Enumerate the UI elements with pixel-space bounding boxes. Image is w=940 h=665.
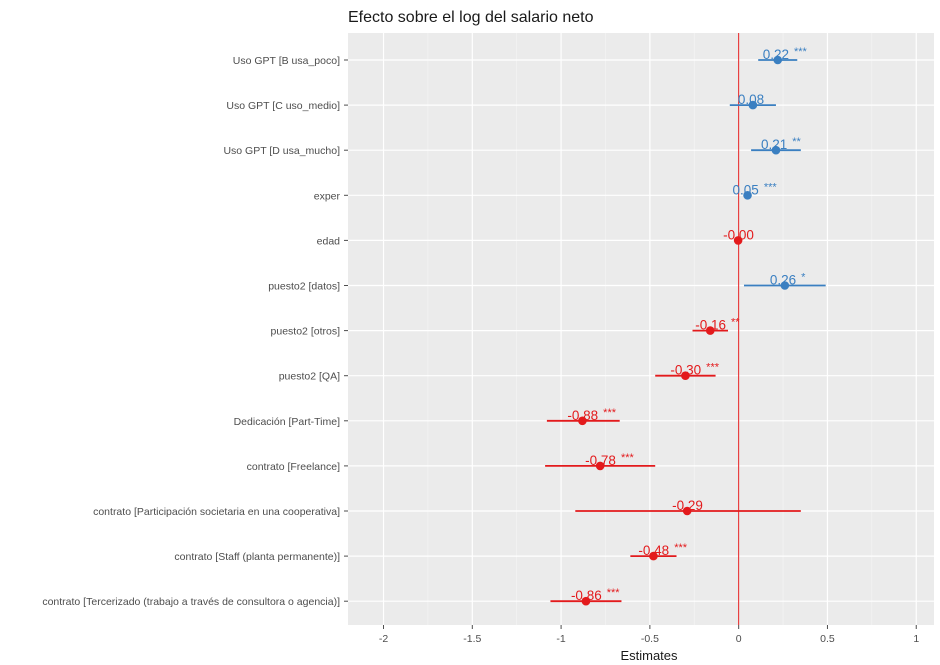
estimate-label: -0.86 *** xyxy=(571,587,620,603)
estimate-series: 0.22 *** 0.08 0.21 ** 0.05 *** -0.00 0.26 * -0.16 *… xyxy=(545,46,826,606)
y-axis-labels: Uso GPT [B usa_poco] Uso GPT [C uso_medio… xyxy=(42,55,348,608)
y-tick-label: puesto2 [otros] xyxy=(271,326,341,338)
x-tick-label: 1 xyxy=(913,633,919,645)
x-tick-label: -2 xyxy=(379,633,388,645)
x-axis: -2 -1.5 -1 -0.5 0 0.5 1 xyxy=(379,625,919,645)
estimate-label: -0.88 *** xyxy=(567,407,616,423)
chart-title: Efecto sobre el log del salario neto xyxy=(348,9,594,26)
estimate-point xyxy=(743,191,752,200)
estimate-label: 0.05 *** xyxy=(733,181,778,197)
y-tick-label: Dedicación [Part-Time] xyxy=(234,416,340,428)
y-tick-label: Uso GPT [B usa_poco] xyxy=(233,55,340,67)
estimate-point xyxy=(773,55,783,65)
x-tick-label: -1.5 xyxy=(463,633,481,645)
estimate-point xyxy=(649,551,658,561)
estimate-point xyxy=(705,326,715,335)
y-tick-label: puesto2 [datos] xyxy=(268,281,340,293)
y-tick-label: puesto2 [QA] xyxy=(279,371,340,383)
y-tick-label: edad xyxy=(317,235,341,247)
estimate-label: -0.29 xyxy=(672,498,703,513)
estimate-point xyxy=(748,100,758,110)
estimate-label: 0.22 *** xyxy=(763,46,808,62)
estimate-point xyxy=(681,371,690,381)
x-tick-label: -1 xyxy=(556,633,565,645)
estimate-label: -0.48 *** xyxy=(638,542,687,558)
estimate-label: 0.26 * xyxy=(770,272,806,288)
y-tick-label: contrato [Participación societaria en un… xyxy=(93,506,340,518)
estimate-label: -0.30 *** xyxy=(670,362,719,378)
x-axis-label: Estimates xyxy=(620,648,678,663)
estimate-label: 0.21 ** xyxy=(761,136,802,152)
estimate-label: -0.00 xyxy=(723,227,754,242)
x-tick-label: 0.5 xyxy=(820,633,835,645)
y-tick-label: exper xyxy=(314,190,341,202)
estimate-label: -0.78 *** xyxy=(585,452,634,468)
y-tick-label: contrato [Tercerizado (trabajo a través … xyxy=(42,596,340,608)
estimate-point xyxy=(595,461,605,471)
estimate-point xyxy=(780,281,790,290)
y-tick-label: Uso GPT [D usa_mucho] xyxy=(223,145,340,157)
estimate-point xyxy=(581,596,591,606)
y-tick-label: contrato [Freelance] xyxy=(247,461,340,473)
estimate-point xyxy=(682,506,692,516)
estimate-label: -0.16 ** xyxy=(695,317,740,333)
x-tick-label: -0.5 xyxy=(641,633,659,645)
x-tick-label: 0 xyxy=(736,633,742,645)
plot-panel xyxy=(348,33,934,625)
y-tick-label: Uso GPT [C uso_medio] xyxy=(226,100,340,112)
estimate-point xyxy=(578,416,587,426)
y-tick-label: contrato [Staff (planta permanente)] xyxy=(174,551,340,563)
estimate-point xyxy=(733,236,743,245)
estimate-point xyxy=(771,145,781,155)
estimate-label: 0.08 xyxy=(738,92,764,107)
